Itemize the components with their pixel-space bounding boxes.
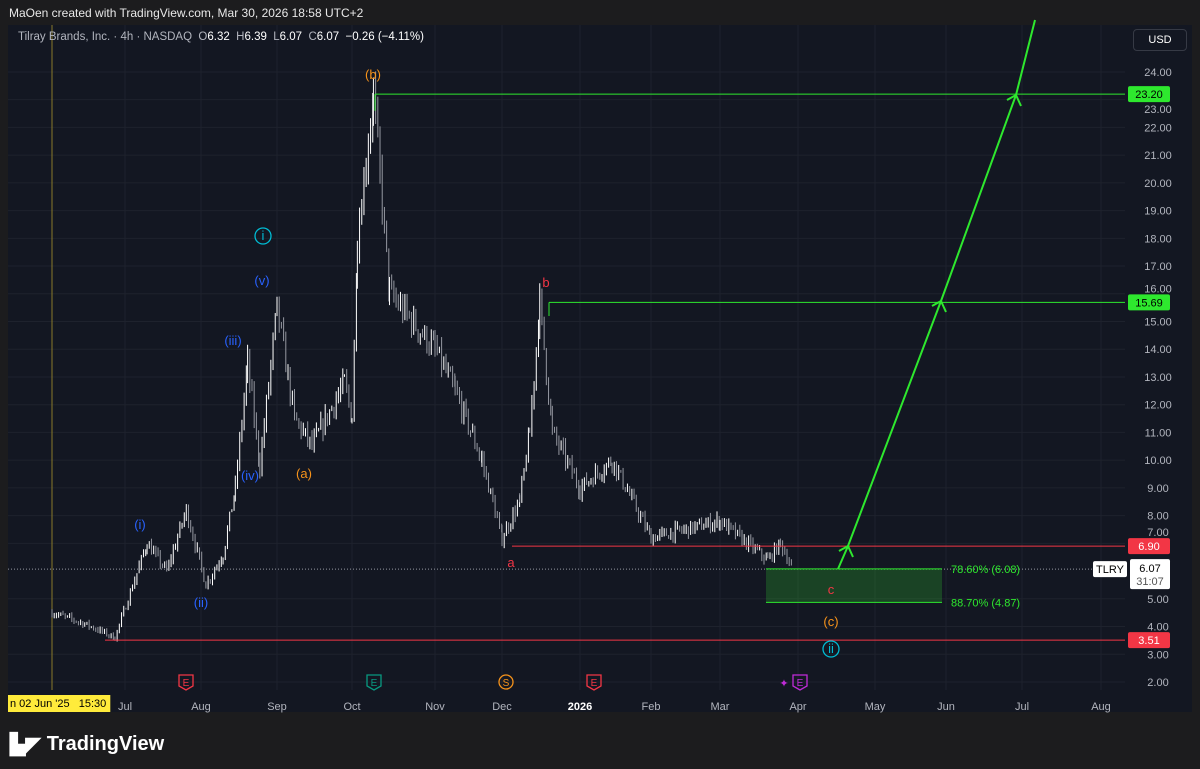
price-tick: 19.00 (1144, 206, 1172, 218)
level-badge (1128, 86, 1170, 103)
time-tick: Feb (642, 701, 661, 713)
earnings-icon (586, 674, 602, 691)
price-tick: 4.00 (1147, 622, 1168, 634)
wave-label: (v) (254, 273, 269, 288)
projection-path (837, 19, 1036, 570)
price-tick: 18.00 (1144, 233, 1172, 245)
fib-label: 88.70% (4.87) (951, 597, 1020, 609)
level-value: 3.51 (1138, 635, 1159, 647)
close-value: 6.07 (316, 31, 340, 43)
price-tick: 5.00 (1147, 594, 1168, 606)
change-value: −0.26 (−4.11%) (345, 31, 424, 43)
split-icon (498, 674, 514, 690)
symbol-name: Tilray Brands, Inc. · 4h · NASDAQ (18, 31, 193, 43)
projection-arrowhead (931, 299, 947, 313)
level-badge (1128, 632, 1170, 649)
time-tick: Aug (1091, 701, 1111, 713)
wave-label: (iii) (224, 333, 241, 348)
projection-arrowhead (1006, 93, 1022, 107)
earnings-icon (366, 674, 382, 691)
level-value: 6.90 (1138, 541, 1159, 553)
time-tick: Oct (343, 701, 360, 713)
time-tick: Jul (118, 701, 132, 713)
wave-label: (c) (823, 614, 838, 629)
price-tick: 7.00 (1147, 527, 1168, 539)
open-value: 6.32 (207, 31, 230, 43)
last-price: 6.07 (1139, 563, 1160, 575)
price-tick: 21.00 (1144, 150, 1172, 162)
wave-label: c (828, 582, 835, 597)
time-tick: May (865, 701, 886, 713)
low-value: 6.07 (279, 31, 303, 43)
wave-label: (a) (296, 466, 312, 481)
price-tick: 16.00 (1144, 283, 1172, 295)
sparkle-icon: ✦ (779, 678, 788, 690)
level-value: 15.69 (1135, 297, 1163, 309)
level-badge (1128, 294, 1170, 311)
earnings-icon (792, 674, 808, 691)
symbol-legend: Tilray Brands, Inc. · 4h · NASDAQ O6.32 … (18, 31, 424, 43)
projection-arrowhead (838, 544, 854, 558)
level-badge (1128, 538, 1170, 555)
wave-circle (822, 640, 840, 658)
fib-label: 78.60% (6.08) (951, 564, 1020, 576)
level-value: 23.20 (1135, 89, 1163, 101)
brand-name: TradingView (46, 733, 165, 755)
price-tick: 20.00 (1144, 178, 1172, 190)
wave-label: b (542, 275, 549, 290)
time-tick: Nov (425, 701, 445, 713)
price-tick: 17.00 (1144, 261, 1172, 273)
price-tick: 3.00 (1147, 649, 1168, 661)
event-label: E (371, 678, 378, 689)
wave-label: ii (828, 641, 834, 656)
chart-credit: MaOen created with TradingView.com, Mar … (9, 6, 364, 20)
time-tick: Sep (267, 701, 287, 713)
price-tick: 12.00 (1144, 400, 1172, 412)
price-badge (1130, 559, 1170, 590)
event-label: E (183, 678, 190, 689)
currency-button[interactable]: USD (1133, 29, 1187, 51)
price-tick: 9.00 (1147, 483, 1168, 495)
time-tick: Mar (711, 701, 730, 713)
price-tick: 2.00 (1147, 677, 1168, 689)
wave-label: i (262, 228, 265, 243)
crosshair-date-badge (8, 695, 111, 712)
time-tick: 2026 (568, 701, 592, 713)
time-tick: Apr (789, 701, 806, 713)
price-tick: 15.00 (1144, 317, 1172, 329)
bar-countdown: 31:07 (1136, 576, 1164, 588)
wave-label: (i) (134, 517, 146, 532)
tv-logo-icon: ▙◤ (10, 734, 41, 756)
time-tick: Jun (937, 701, 955, 713)
time-tick: Aug (191, 701, 211, 713)
price-tick: 10.00 (1144, 455, 1172, 467)
price-tick: 11.00 (1145, 427, 1172, 439)
time-tick: Dec (492, 701, 512, 713)
price-tick: 22.00 (1144, 122, 1172, 134)
wave-label: (b) (365, 67, 381, 82)
event-label: E (797, 678, 804, 689)
crosshair-date: n 02 Jun '25 15:30 (10, 698, 106, 710)
price-tick: 14.00 (1144, 344, 1172, 356)
tradingview-logo: ▙◤ TradingView (10, 732, 164, 757)
price-tick: 8.00 (1147, 511, 1168, 523)
price-tick: 23.00 (1144, 104, 1172, 116)
wave-circle (254, 227, 272, 245)
earnings-icon (178, 674, 194, 691)
ticker-label: TLRY (1096, 564, 1125, 576)
fib-zone (766, 568, 942, 603)
price-tick: 24.00 (1144, 67, 1172, 79)
wave-label: a (507, 555, 515, 570)
event-label: E (591, 678, 598, 689)
event-label: S (503, 678, 510, 689)
time-tick: Jul (1015, 701, 1029, 713)
price-tick: 13.00 (1144, 372, 1172, 384)
wave-label: (ii) (194, 595, 208, 610)
wave-label: (iv) (241, 468, 259, 483)
chart-area[interactable] (8, 25, 1192, 712)
ticker-badge (1093, 561, 1127, 578)
high-value: 6.39 (244, 31, 267, 43)
